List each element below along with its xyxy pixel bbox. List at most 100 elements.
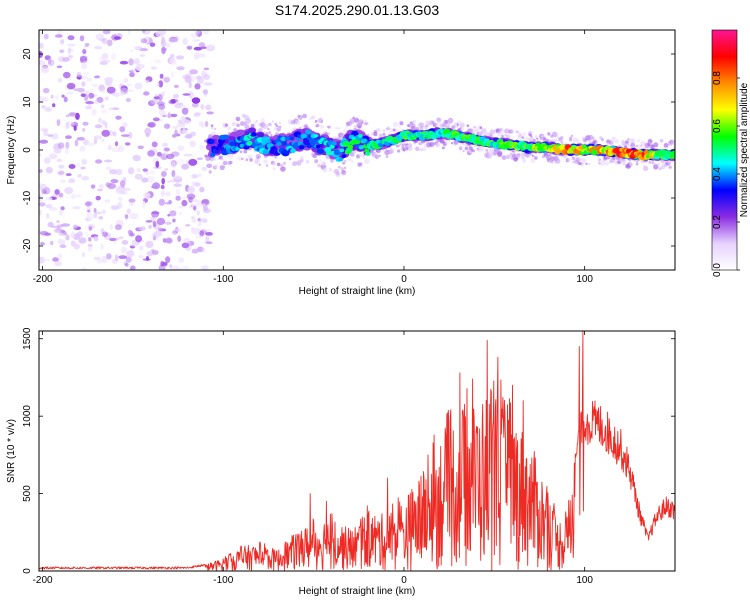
ridge-halo-point	[389, 128, 394, 133]
snr-frame	[38, 330, 676, 572]
noise-blob	[70, 231, 75, 239]
noise-blob	[192, 39, 201, 42]
noise-blob	[167, 112, 171, 119]
noise-blob	[172, 218, 176, 223]
noise-blob	[201, 166, 208, 171]
noise-blob	[101, 255, 108, 263]
noise-blob	[190, 204, 194, 208]
noise-blob	[177, 145, 185, 152]
noise-blob	[82, 267, 87, 270]
noise-blob	[135, 235, 143, 243]
ridge-halo-point	[209, 160, 212, 163]
noise-blob	[93, 256, 101, 261]
ridge-halo-point	[347, 157, 352, 162]
noise-region	[39, 30, 216, 270]
noise-blob	[195, 75, 202, 80]
noise-blob	[181, 107, 189, 115]
ridge-halo-point	[320, 120, 324, 123]
noise-blob	[191, 199, 199, 203]
ridge-halo-point	[282, 161, 286, 165]
noise-blob	[168, 37, 178, 43]
ridge-halo-point	[606, 142, 610, 146]
ridge-halo-point	[441, 146, 445, 150]
noise-blob	[191, 97, 201, 104]
noise-blob	[203, 82, 213, 86]
ridge-halo-point	[667, 160, 671, 165]
noise-blob	[54, 95, 59, 100]
ridge-halo-point	[254, 158, 260, 164]
ridge-halo-point	[299, 127, 302, 130]
ridge-point	[262, 149, 270, 155]
noise-blob	[203, 204, 209, 212]
ridge-halo-point	[575, 157, 581, 163]
ridge-halo-point	[364, 119, 367, 122]
noise-blob	[98, 183, 104, 189]
noise-blob	[164, 168, 169, 171]
noise-blob	[112, 131, 117, 137]
noise-blob	[113, 36, 121, 40]
noise-blob	[185, 224, 191, 227]
noise-blob	[102, 120, 106, 125]
noise-blob	[100, 243, 104, 251]
ridge-halo-point	[362, 154, 366, 157]
ridge-halo-point	[274, 155, 278, 159]
noise-blob	[129, 72, 135, 78]
noise-blob	[53, 147, 62, 154]
ridge-halo-point	[462, 150, 465, 153]
noise-blob	[174, 129, 178, 137]
ridge-halo-point	[592, 137, 595, 140]
noise-blob	[170, 265, 179, 270]
noise-blob	[80, 76, 88, 79]
noise-blob	[193, 52, 200, 60]
ridge-halo-point	[278, 126, 282, 130]
ridge-halo-point	[388, 148, 394, 154]
ridge-halo-point	[554, 139, 558, 143]
ridge-halo-point	[378, 133, 384, 139]
ridge-halo-point	[622, 158, 626, 163]
ridge-halo-point	[241, 157, 244, 161]
ridge-halo-point	[255, 119, 259, 123]
ridge-halo-point	[263, 159, 268, 165]
ridge-halo-point	[626, 143, 631, 147]
x-tick-label: 100	[576, 274, 593, 285]
ridge-halo-point	[376, 127, 381, 133]
noise-blob	[97, 188, 103, 192]
noise-blob	[183, 153, 193, 157]
noise-blob	[101, 37, 108, 45]
noise-blob	[114, 224, 122, 231]
noise-blob	[153, 230, 163, 237]
noise-blob	[126, 208, 131, 214]
noise-blob	[204, 120, 209, 128]
ridge-halo-point	[472, 149, 476, 153]
y-tick-label: -20	[22, 238, 33, 253]
noise-blob	[151, 233, 155, 238]
noise-blob	[153, 59, 162, 64]
ridge-halo-point	[280, 166, 286, 172]
noise-blob	[161, 177, 165, 185]
noise-blob	[208, 45, 213, 49]
ridge-halo-point	[323, 161, 326, 165]
noise-blob	[64, 186, 74, 195]
ridge-halo-point	[342, 129, 348, 134]
colorbar-tick-label: 0.8	[712, 71, 723, 85]
noise-blob	[103, 159, 113, 163]
ridge-halo-point	[302, 113, 307, 119]
ridge-halo-point	[444, 119, 449, 125]
noise-blob	[108, 107, 114, 111]
noise-blob	[128, 131, 133, 139]
ridge-halo-point	[643, 165, 649, 172]
noise-blob	[115, 179, 119, 183]
noise-blob	[145, 220, 153, 223]
ridge-halo-point	[399, 121, 404, 126]
noise-blob	[52, 103, 56, 108]
ridge-halo-point	[335, 127, 338, 130]
ridge-halo-point	[331, 160, 334, 163]
ridge-halo-point	[531, 154, 535, 158]
noise-blob	[132, 154, 141, 162]
ridge-point	[214, 149, 220, 154]
noise-blob	[72, 206, 81, 210]
noise-blob	[48, 58, 52, 65]
noise-blob	[122, 121, 128, 128]
noise-blob	[76, 162, 81, 168]
ridge-halo-point	[480, 146, 485, 152]
